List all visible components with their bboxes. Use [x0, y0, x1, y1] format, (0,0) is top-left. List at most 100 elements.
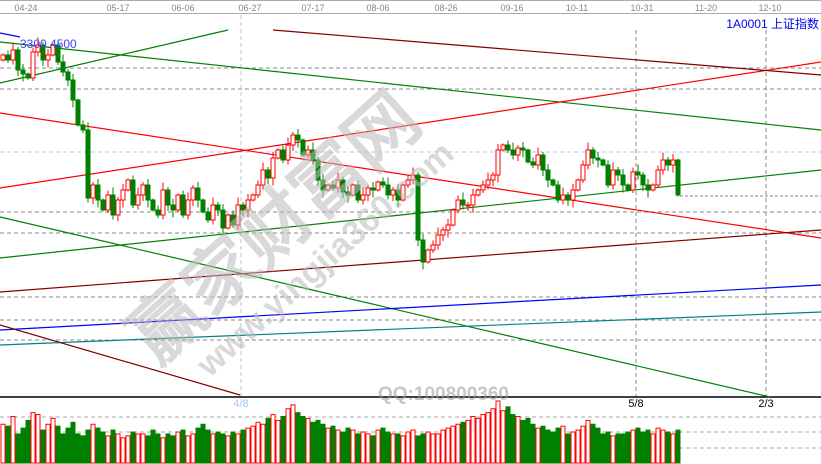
symbol-title: 1A0001 上证指数	[726, 17, 819, 31]
candle-body	[240, 204, 246, 211]
date-label: 06-06	[171, 3, 195, 13]
volume-bar	[425, 431, 431, 464]
volume-bar	[110, 429, 116, 464]
candle-body	[560, 194, 566, 201]
candle-body	[275, 149, 281, 159]
candle-body	[440, 229, 446, 236]
volume-bar	[620, 433, 626, 464]
candle-body	[650, 184, 656, 191]
candle-body	[10, 49, 16, 61]
candle-body	[120, 189, 126, 201]
volume-bar	[160, 437, 166, 464]
volume-bar	[335, 429, 341, 464]
candle-body	[40, 44, 46, 61]
candle-body	[565, 194, 571, 201]
candle-body	[350, 184, 356, 196]
price-label: 3300.4500	[20, 37, 77, 51]
candle-body	[430, 244, 436, 251]
volume-bar	[345, 427, 351, 464]
candle-body	[95, 184, 101, 201]
volume-bar	[205, 429, 211, 464]
volume-bar	[600, 433, 606, 464]
volume-bar	[350, 429, 356, 464]
candle-body	[135, 194, 141, 206]
volume-bar	[455, 423, 461, 464]
volume-bar	[280, 416, 286, 464]
candle-body	[155, 209, 161, 216]
candle-body	[595, 157, 601, 161]
volume-bar	[255, 421, 261, 464]
volume-bar	[275, 419, 281, 464]
volume-bar	[285, 408, 291, 464]
volume-bar	[515, 416, 521, 464]
volume-bar	[250, 425, 256, 464]
volume-bar	[85, 429, 91, 464]
date-label: 11-20	[694, 3, 718, 13]
volume-bar	[370, 435, 376, 464]
candle-body	[30, 51, 36, 79]
trend-line	[0, 29, 229, 84]
volume-bar	[10, 416, 16, 464]
volume-bar	[260, 423, 266, 464]
candle-body	[5, 54, 11, 61]
candle-body	[330, 184, 336, 189]
candle-body	[655, 169, 661, 186]
candle-body	[270, 157, 276, 179]
candle-body	[195, 187, 201, 201]
volume-bar	[530, 423, 536, 464]
volume-bar	[240, 429, 246, 464]
volume-bar	[440, 429, 446, 464]
candle-body	[90, 184, 96, 199]
candle-body	[150, 199, 156, 211]
volume-bar	[190, 433, 196, 464]
volume-bar	[450, 425, 456, 464]
candle-body	[635, 171, 641, 176]
volume-bar	[535, 427, 541, 464]
candle-body	[170, 204, 176, 211]
volume-bar	[490, 408, 496, 464]
trend-line	[0, 41, 821, 131]
volume-bar	[610, 435, 616, 464]
volume-bar	[15, 433, 21, 464]
volume-bar	[145, 435, 151, 464]
candle-body	[530, 161, 536, 166]
candle-body	[450, 209, 456, 226]
candle-body	[280, 149, 286, 161]
candle-body	[630, 171, 636, 191]
trend-line	[0, 324, 241, 396]
volume-bar	[265, 417, 271, 464]
volume-bar	[430, 433, 436, 464]
candle-body	[325, 184, 331, 191]
volume-bar	[385, 431, 391, 464]
candle-body	[495, 149, 501, 176]
candle-body	[475, 189, 481, 196]
date-label: 06-27	[238, 3, 262, 13]
candle-body	[255, 184, 261, 196]
candle-body	[365, 187, 371, 196]
date-label: 07-17	[301, 3, 325, 13]
trend-line	[0, 216, 771, 398]
volume-bar	[315, 419, 321, 464]
candle-body	[55, 44, 61, 63]
volume-bar	[180, 429, 186, 464]
date-label: 09-16	[500, 3, 524, 13]
candle-body	[455, 199, 461, 211]
candle-body	[375, 181, 381, 191]
candle-body	[320, 179, 326, 191]
volume-bar	[270, 414, 276, 464]
candle-body	[50, 44, 56, 56]
volume-bar	[290, 404, 296, 464]
volume-bar	[80, 435, 86, 464]
volume-bar	[410, 429, 416, 464]
trend-line	[0, 61, 821, 189]
volume-bar	[540, 425, 546, 464]
trend-line	[0, 284, 821, 331]
candle-body	[100, 199, 106, 211]
volume-bar	[220, 433, 226, 464]
trend-line	[0, 311, 821, 346]
volume-bar	[400, 435, 406, 464]
volume-bar	[655, 427, 661, 464]
date-label: 10-31	[630, 3, 654, 13]
volume-bar	[360, 431, 366, 464]
